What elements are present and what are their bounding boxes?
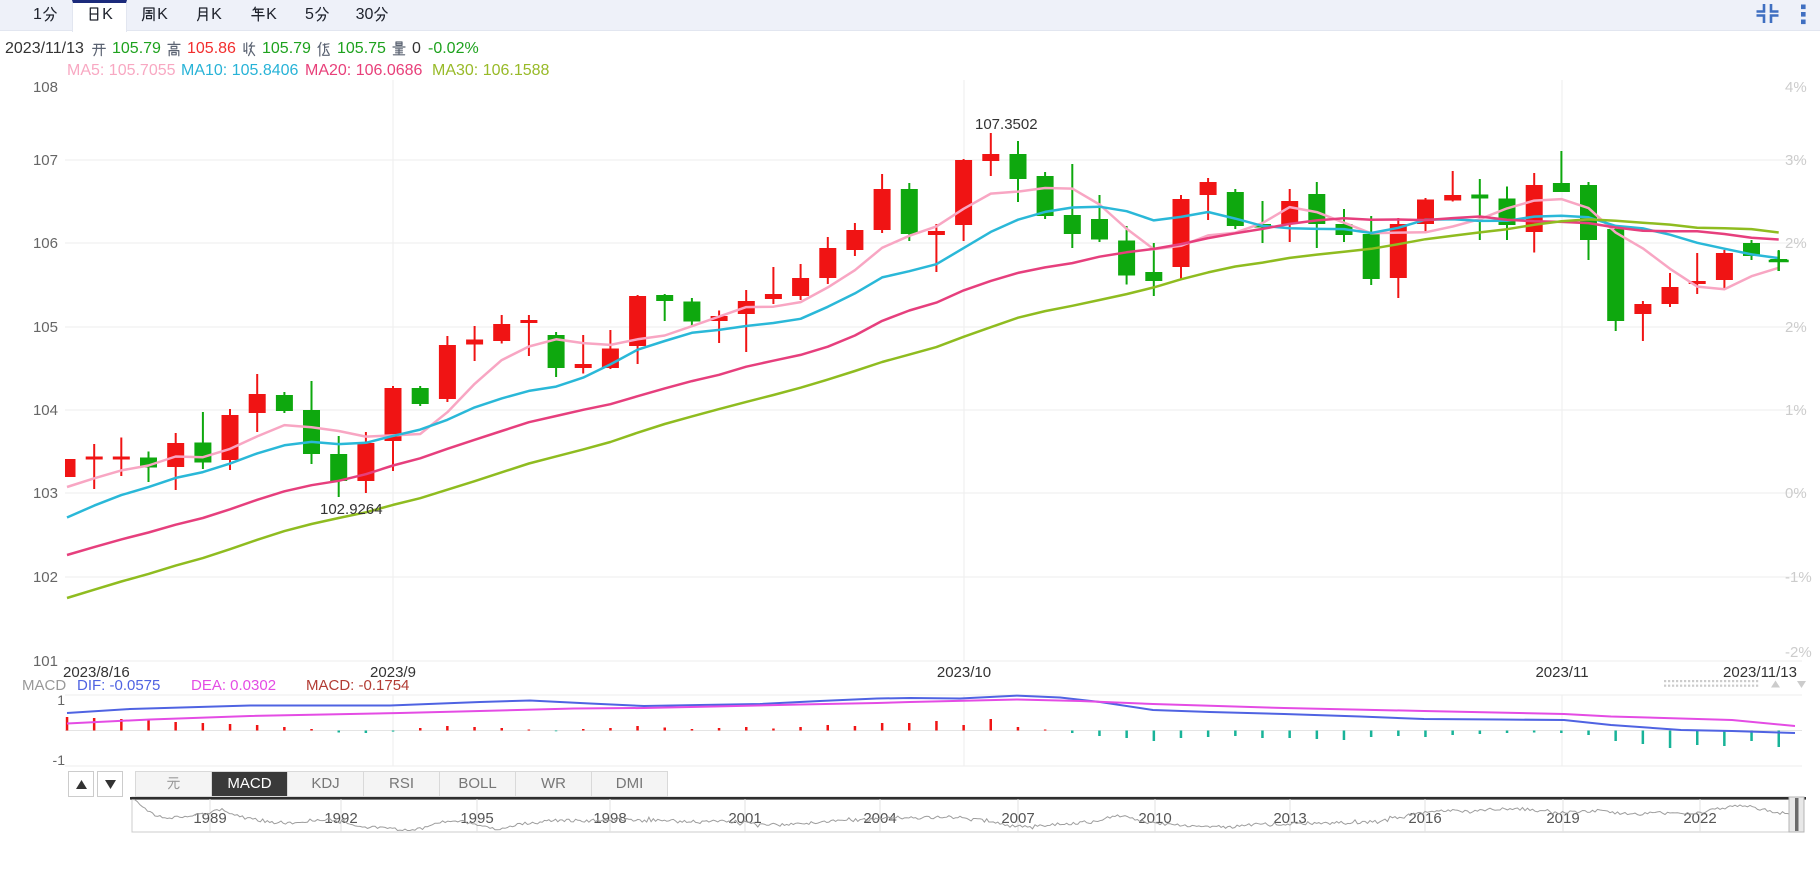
svg-text:106: 106 xyxy=(33,235,58,252)
svg-text:102: 102 xyxy=(33,569,58,586)
svg-text:3%: 3% xyxy=(1785,152,1807,169)
svg-text:105: 105 xyxy=(33,319,58,336)
svg-text:104: 104 xyxy=(33,402,58,419)
svg-text:2007: 2007 xyxy=(1001,810,1034,827)
svg-text:1992: 1992 xyxy=(324,810,357,827)
svg-text:1: 1 xyxy=(57,692,65,708)
svg-text:2%: 2% xyxy=(1785,319,1807,336)
svg-text:1%: 1% xyxy=(1785,402,1807,419)
svg-text:108: 108 xyxy=(33,79,58,96)
svg-text:2023/11/13: 2023/11/13 xyxy=(1723,664,1797,681)
svg-text:2001: 2001 xyxy=(728,810,761,827)
svg-text:4%: 4% xyxy=(1785,79,1807,96)
svg-text:2023/8/16: 2023/8/16 xyxy=(63,664,130,681)
svg-text:2019: 2019 xyxy=(1546,810,1579,827)
svg-text:1995: 1995 xyxy=(460,810,493,827)
svg-text:107.3502: 107.3502 xyxy=(975,116,1038,133)
svg-text:1998: 1998 xyxy=(593,810,626,827)
svg-text:107: 107 xyxy=(33,152,58,169)
svg-text:1989: 1989 xyxy=(193,810,226,827)
svg-text:-1%: -1% xyxy=(1785,569,1812,586)
svg-text:2023/10: 2023/10 xyxy=(937,664,991,681)
svg-text:103: 103 xyxy=(33,485,58,502)
svg-text:101: 101 xyxy=(33,653,58,670)
svg-text:0%: 0% xyxy=(1785,485,1807,502)
svg-text:102.9264: 102.9264 xyxy=(320,501,383,518)
svg-text:-1: -1 xyxy=(53,752,66,768)
svg-text:2023/11: 2023/11 xyxy=(1535,664,1588,681)
svg-text:2016: 2016 xyxy=(1408,810,1441,827)
svg-text:2013: 2013 xyxy=(1273,810,1306,827)
svg-text:2023/9: 2023/9 xyxy=(370,664,416,681)
svg-text:2%: 2% xyxy=(1785,235,1807,252)
svg-text:-2%: -2% xyxy=(1785,644,1812,661)
